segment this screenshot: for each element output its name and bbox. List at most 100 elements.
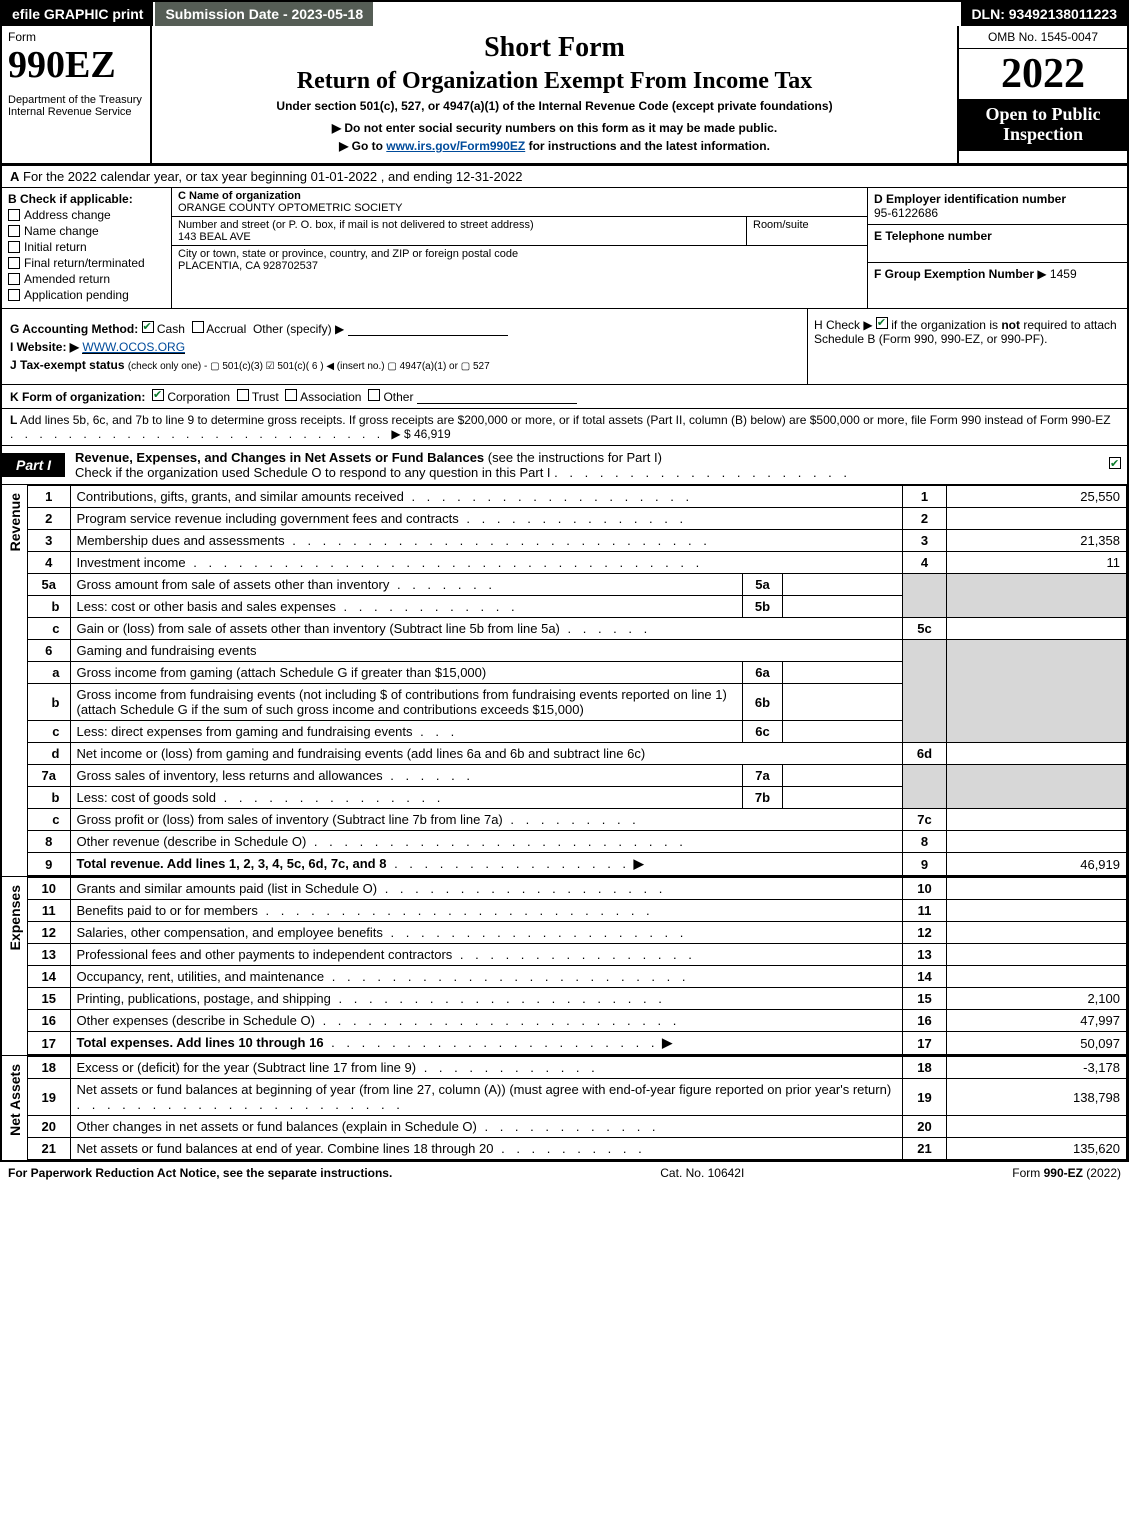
part1-title-bold: Revenue, Expenses, and Changes in Net As… [75,450,484,465]
line-numcol: 6d [903,743,947,765]
line-amt: 138,798 [947,1079,1127,1116]
line-desc: Investment income . . . . . . . . . . . … [70,552,903,574]
g-accounting: G Accounting Method: Cash Accrual Other … [10,321,799,336]
line-amt: 25,550 [947,486,1127,508]
irs-link[interactable]: www.irs.gov/Form990EZ [386,139,525,153]
line-amt [947,508,1127,530]
f-group-exemption: F Group Exemption Number ▶ 1459 [868,263,1127,285]
g-label: G Accounting Method: [10,322,138,336]
chk-final-return[interactable]: Final return/terminated [8,256,165,270]
checkbox-icon[interactable] [192,321,204,333]
line-desc: Benefits paid to or for members . . . . … [70,900,903,922]
form-code: 990EZ [8,46,144,84]
shaded-cell [903,596,947,618]
h-right: H Check ▶ if the organization is not req… [807,309,1127,384]
line-amt: 11 [947,552,1127,574]
checkbox-icon[interactable] [285,389,297,401]
line-numcol: 1 [903,486,947,508]
table-row: 12Salaries, other compensation, and empl… [28,922,1127,944]
chk-label: Application pending [24,288,129,302]
subcol-value[interactable] [783,765,903,787]
line-amt: 135,620 [947,1138,1127,1160]
shaded-cell [947,596,1127,618]
chk-amended-return[interactable]: Amended return [8,272,165,286]
chk-address-change[interactable]: Address change [8,208,165,222]
k-trust: Trust [252,390,279,404]
col-b: B Check if applicable: Address change Na… [2,188,172,308]
part1-checkbox[interactable] [1103,453,1127,477]
col-b-header: B Check if applicable: [8,192,165,206]
chk-name-change[interactable]: Name change [8,224,165,238]
col-c: C Name of organization ORANGE COUNTY OPT… [172,188,867,308]
part1-title: Revenue, Expenses, and Changes in Net As… [65,446,1103,484]
checkbox-checked-icon[interactable] [876,317,888,329]
shaded-cell [947,787,1127,809]
table-row: cGross profit or (loss) from sales of in… [28,809,1127,831]
checkbox-checked-icon[interactable] [152,389,164,401]
shaded-cell [947,662,1127,684]
c-street-value: 143 BEAL AVE [178,231,251,243]
checkbox-icon [8,209,20,221]
line-amt [947,743,1127,765]
line-num: c [28,618,70,640]
l-text: Add lines 5b, 6c, and 7b to line 9 to de… [20,413,1111,427]
table-row: 7aGross sales of inventory, less returns… [28,765,1127,787]
checkbox-icon[interactable] [368,389,380,401]
g-other-input[interactable] [348,322,508,336]
k-other-input[interactable] [417,390,577,404]
c-city-value: PLACENTIA, CA 928702537 [178,260,318,272]
k-corp: Corporation [167,390,230,404]
l-amount: 46,919 [414,427,451,441]
netassets-section: Net Assets 18Excess or (deficit) for the… [2,1055,1127,1160]
line-desc: Net income or (loss) from gaming and fun… [70,743,903,765]
subcol-label: 6a [743,662,783,684]
netassets-sidelabel-text: Net Assets [7,1056,23,1144]
line-amt [947,944,1127,966]
i-label: I Website: ▶ [10,340,79,354]
line-num: 4 [28,552,70,574]
subcol-value[interactable] [783,596,903,618]
shaded-cell [903,640,947,662]
l-label: L [10,413,17,427]
c-room-label: Room/suite [753,219,809,231]
instr-goto-pre: ▶ Go to [339,139,386,153]
line-numcol: 3 [903,530,947,552]
line-k: K Form of organization: Corporation Trus… [2,385,1127,409]
line-desc: Membership dues and assessments . . . . … [70,530,903,552]
website-link[interactable]: WWW.OCOS.ORG [82,340,185,354]
form-header: Form 990EZ Department of the Treasury In… [2,26,1127,166]
line-numcol: 21 [903,1138,947,1160]
subcol-label: 6c [743,721,783,743]
form-container: efile GRAPHIC print Submission Date - 20… [0,0,1129,1162]
short-form-title: Short Form [162,32,947,64]
table-row: 17Total expenses. Add lines 10 through 1… [28,1032,1127,1055]
chk-application-pending[interactable]: Application pending [8,288,165,302]
g-left: G Accounting Method: Cash Accrual Other … [2,309,807,384]
line-num: 14 [28,966,70,988]
line-num: 2 [28,508,70,530]
line-amt: 50,097 [947,1032,1127,1055]
checkbox-icon[interactable] [237,389,249,401]
line-amt [947,809,1127,831]
subcol-value[interactable] [783,574,903,596]
shaded-cell [903,684,947,721]
efile-print[interactable]: efile GRAPHIC print [2,2,155,26]
subcol-value[interactable] [783,721,903,743]
instr-goto-post: for instructions and the latest informat… [525,139,770,153]
line-numcol: 4 [903,552,947,574]
part1-title-rest: (see the instructions for Part I) [484,450,662,465]
subcol-value[interactable] [783,787,903,809]
line-num: 9 [28,853,70,876]
checkbox-checked-icon[interactable] [142,321,154,333]
chk-initial-return[interactable]: Initial return [8,240,165,254]
line-desc: Other expenses (describe in Schedule O) … [70,1010,903,1032]
header-left: Form 990EZ Department of the Treasury In… [2,26,152,163]
line-num: c [28,721,70,743]
expenses-sidelabel-text: Expenses [7,877,23,958]
subcol-value[interactable] [783,662,903,684]
dln: DLN: 93492138011223 [961,2,1127,26]
chk-label: Initial return [24,240,87,254]
subcol-value[interactable] [783,684,903,721]
f-grp-label: F Group Exemption Number [874,267,1034,281]
table-row: 16Other expenses (describe in Schedule O… [28,1010,1127,1032]
